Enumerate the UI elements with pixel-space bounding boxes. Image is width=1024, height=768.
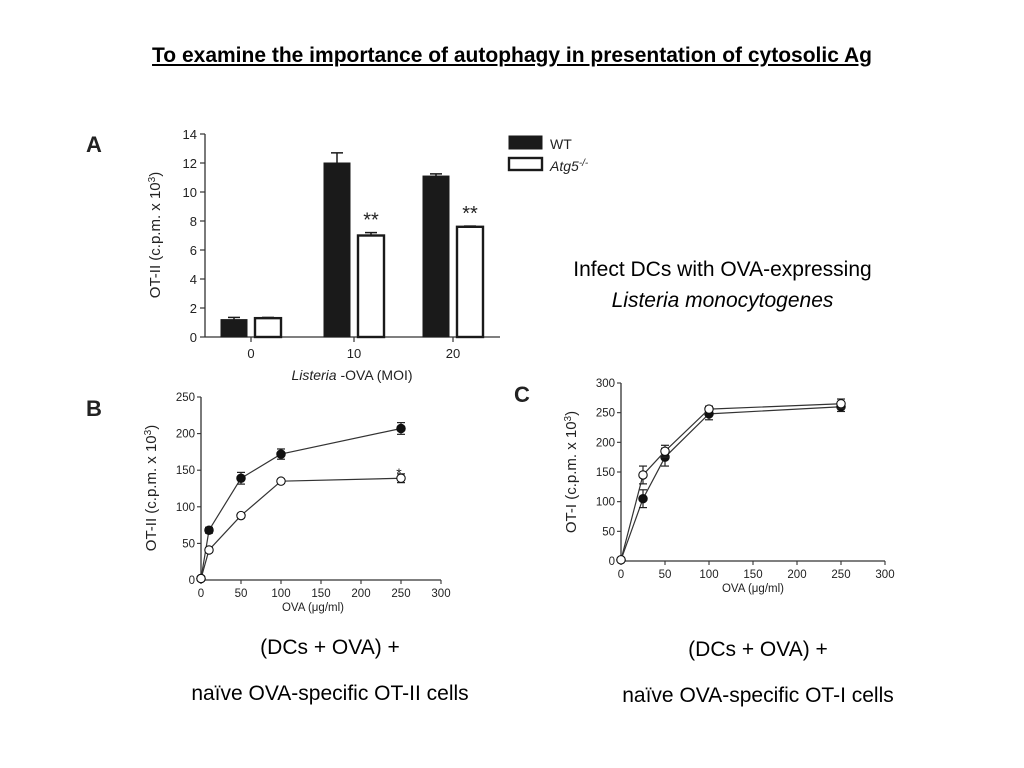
legend-label-wt: WT	[550, 136, 572, 152]
caption-panel-b: (DCs + OVA) + naïve OVA-specific OT-II c…	[130, 625, 530, 717]
caption-a-line1: Infect DCs with OVA-expressing	[573, 258, 872, 281]
y-tick-label: 2	[190, 301, 197, 316]
x-axis-label: OVA (μg/ml)	[282, 602, 344, 614]
x-tick-label: 0	[247, 346, 254, 361]
data-point-atg5	[204, 545, 214, 555]
data-point-atg5	[236, 510, 246, 521]
slide-title: To examine the importance of autophagy i…	[152, 44, 872, 67]
y-tick-label: 4	[190, 272, 197, 287]
caption-b-line2: naïve OVA-specific OT-II cells	[191, 682, 469, 705]
significance-label: *	[396, 465, 402, 481]
x-tick-label: 300	[875, 569, 894, 581]
legend-swatch-atg5	[507, 156, 544, 172]
x-tick-label: 250	[831, 569, 850, 581]
significance-label: **	[462, 203, 478, 225]
data-point-atg5	[704, 404, 714, 414]
bar-wt	[323, 162, 351, 338]
data-point-wt	[396, 423, 406, 434]
x-tick-label: 50	[235, 588, 248, 600]
y-axis-label: OT-II (c.p.m. x 103)	[147, 172, 165, 298]
caption-panel-c: (DCs + OVA) + naïve OVA-specific OT-I ce…	[558, 627, 958, 719]
y-tick-label: 200	[596, 437, 615, 449]
legend-swatch-wt	[508, 135, 543, 150]
y-tick-label: 150	[596, 467, 615, 479]
caption-a-line2: Listeria monocytogenes	[611, 289, 834, 312]
series-line-atg5	[620, 403, 842, 560]
y-tick-label: 100	[176, 502, 195, 514]
legend-label-atg5: Atg5-/-	[549, 158, 589, 175]
y-tick-label: 200	[176, 429, 195, 441]
x-tick-label: 200	[787, 569, 806, 581]
caption-c-line1: (DCs + OVA) +	[688, 638, 828, 661]
y-tick-label: 50	[602, 526, 615, 538]
x-tick-label: 100	[699, 569, 718, 581]
x-tick-label: 250	[391, 588, 410, 600]
panel-a-letter: A	[86, 132, 102, 157]
data-point-atg5	[616, 555, 626, 565]
x-tick-label: 0	[618, 569, 624, 581]
bar-atg5	[455, 225, 485, 339]
x-tick-label: 10	[347, 346, 361, 361]
data-point-atg5	[836, 399, 846, 409]
y-tick-label: 300	[596, 378, 615, 390]
data-point-atg5	[196, 573, 206, 584]
significance-label: **	[363, 210, 379, 232]
y-tick-label: 14	[183, 127, 197, 142]
series-line-wt	[620, 406, 842, 561]
x-axis-label: OVA (μg/ml)	[722, 583, 784, 595]
y-axis-label: OT-II (c.p.m. x 103)	[143, 425, 161, 551]
y-tick-label: 250	[176, 392, 195, 404]
x-axis-label: Listeria -OVA (MOI)	[291, 367, 412, 383]
panel-b-letter: B	[86, 396, 102, 421]
y-tick-label: 50	[182, 538, 195, 550]
y-tick-label: 8	[190, 214, 197, 229]
y-tick-label: 100	[596, 497, 615, 509]
x-tick-label: 0	[198, 588, 204, 600]
y-tick-label: 0	[609, 556, 615, 568]
data-point-wt	[638, 493, 648, 504]
y-tick-label: 250	[596, 408, 615, 420]
data-point-wt	[236, 473, 246, 484]
y-tick-label: 0	[190, 330, 197, 345]
x-tick-label: 150	[743, 569, 762, 581]
caption-b-line1: (DCs + OVA) +	[260, 636, 400, 659]
y-tick-label: 6	[190, 243, 197, 258]
x-tick-label: 200	[351, 588, 370, 600]
caption-c-line2: naïve OVA-specific OT-I cells	[622, 684, 894, 707]
y-tick-label: 12	[183, 156, 197, 171]
data-point-wt	[276, 449, 286, 459]
y-tick-label: 10	[183, 185, 197, 200]
x-tick-label: 50	[659, 569, 672, 581]
data-point-atg5	[638, 470, 648, 480]
y-axis-label: OT-I (c.p.m. x 103)	[563, 411, 581, 533]
panel-c-letter: C	[514, 382, 530, 407]
data-point-wt	[204, 525, 214, 535]
y-tick-label: 150	[176, 465, 195, 477]
x-tick-label: 100	[271, 588, 290, 600]
data-point-atg5	[276, 476, 286, 486]
y-tick-label: 0	[189, 575, 195, 587]
caption-panel-a: Infect DCs with OVA-expressing Listeria …	[510, 254, 935, 316]
x-tick-label: 20	[446, 346, 460, 361]
data-point-atg5	[660, 446, 670, 456]
bar-wt	[422, 175, 450, 338]
x-tick-label: 150	[311, 588, 330, 600]
x-tick-label: 300	[431, 588, 450, 600]
data-point-atg5	[396, 473, 406, 484]
